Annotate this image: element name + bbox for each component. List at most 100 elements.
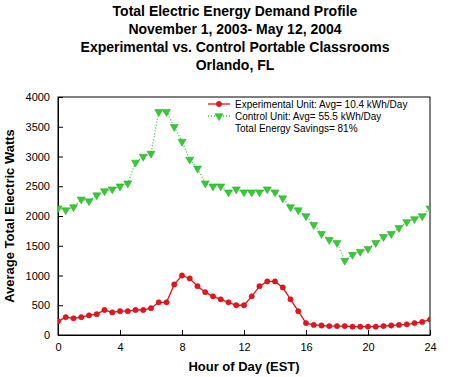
plot-area: 0481216202405001000150020002500300035004…: [26, 91, 437, 353]
x-tick-mark: [244, 330, 245, 335]
series-marker: [170, 124, 178, 131]
series-marker: [356, 249, 364, 256]
series-marker: [226, 300, 231, 305]
series-marker: [395, 226, 403, 233]
y-tick: 2500: [26, 180, 63, 192]
y-tick-mark: [58, 127, 63, 128]
x-tick: 8: [179, 330, 185, 353]
series-marker: [248, 190, 256, 197]
series-marker: [280, 285, 285, 290]
series-marker: [325, 237, 333, 244]
chart-svg: Total Electric Energy Demand Profile Nove…: [0, 0, 450, 377]
legend-marker: [215, 114, 223, 121]
x-tick-label: 0: [55, 341, 61, 353]
series-marker: [117, 309, 122, 314]
series-marker: [58, 206, 62, 213]
series-marker: [224, 190, 232, 197]
series-marker: [319, 323, 324, 328]
series-marker: [100, 189, 108, 196]
x-tick: 12: [238, 330, 250, 353]
series-marker: [63, 315, 68, 320]
series-marker: [372, 240, 380, 247]
chart-title: Total Electric Energy Demand Profile: [113, 3, 358, 19]
series-marker: [342, 323, 347, 328]
series-marker: [179, 273, 184, 278]
series-marker: [410, 217, 418, 224]
y-tick-mark: [58, 157, 63, 158]
series-marker: [418, 214, 426, 221]
legend-label: Experimental Unit: Avg= 10.4 kWh/Day: [235, 99, 407, 110]
series-marker: [404, 322, 409, 327]
series-marker: [162, 110, 170, 117]
y-tick-label: 3000: [26, 151, 50, 163]
series-marker: [133, 307, 138, 312]
series-marker: [93, 193, 101, 200]
series-marker: [108, 187, 116, 194]
series-marker: [116, 184, 124, 191]
series-marker: [240, 190, 248, 197]
chart-subtitle: November 1, 2003- May 12, 2004: [128, 21, 341, 37]
series-marker: [125, 309, 130, 314]
legend-label: Control Unit: Avg= 55.5 kWh/Day: [235, 111, 381, 122]
y-axis: 0 500 1000 1500 2000 2500 3000 3500 4000: [26, 91, 63, 341]
y-tick-mark: [58, 216, 63, 217]
series-marker: [195, 284, 200, 289]
series-marker: [255, 190, 263, 197]
series-marker: [288, 297, 293, 302]
series-marker: [381, 323, 386, 328]
chart-container: Total Electric Energy Demand Profile Nove…: [0, 0, 450, 377]
series-marker: [426, 206, 430, 213]
series-marker: [272, 279, 277, 284]
series-marker: [364, 246, 372, 253]
series-marker: [141, 307, 146, 312]
x-tick-mark: [368, 330, 369, 335]
x-axis-title: Hour of Day (EST): [188, 359, 299, 374]
y-tick: 3500: [26, 121, 63, 133]
y-tick-label: 3500: [26, 121, 50, 133]
series-marker: [77, 197, 85, 204]
series-marker: [303, 320, 308, 325]
y-tick-label: 0: [44, 329, 50, 341]
y-tick-label: 1000: [26, 270, 50, 282]
x-tick-label: 16: [300, 341, 312, 353]
series-marker: [187, 276, 192, 281]
series-marker: [94, 312, 99, 317]
series-marker: [327, 323, 332, 328]
series-marker: [69, 205, 77, 212]
series-marker: [79, 315, 84, 320]
series-marker: [379, 235, 387, 242]
x-tick-mark: [182, 330, 183, 335]
series-marker: [333, 240, 341, 247]
series-marker: [164, 300, 169, 305]
series-marker: [358, 324, 363, 329]
series-marker: [286, 205, 294, 212]
series-marker: [396, 322, 401, 327]
y-tick-label: 2000: [26, 210, 50, 222]
y-tick-label: 500: [32, 299, 50, 311]
y-tick: 2000: [26, 210, 63, 222]
legend-marker: [216, 101, 221, 106]
series-marker: [317, 232, 325, 239]
x-tick-label: 4: [117, 341, 123, 353]
series-marker: [365, 324, 370, 329]
y-tick-mark: [58, 276, 63, 277]
y-tick-mark: [58, 305, 63, 306]
series-marker: [389, 323, 394, 328]
series-marker: [148, 306, 153, 311]
y-tick: 4000: [26, 91, 63, 103]
series-marker: [155, 110, 163, 117]
x-tick-label: 20: [362, 341, 374, 353]
x-axis: 04812162024: [55, 330, 436, 353]
series-marker: [294, 208, 302, 215]
y-tick-label: 1500: [26, 240, 50, 252]
series-marker: [334, 323, 339, 328]
annotation: Total Energy Savings= 81%: [235, 123, 358, 134]
series-marker: [58, 319, 61, 324]
series-marker: [387, 232, 395, 239]
series-marker: [263, 187, 271, 194]
series-marker: [249, 294, 254, 299]
y-tick: 1500: [26, 240, 63, 252]
x-tick: 4: [117, 330, 123, 353]
series-marker: [403, 220, 411, 227]
x-tick: 20: [362, 330, 374, 353]
